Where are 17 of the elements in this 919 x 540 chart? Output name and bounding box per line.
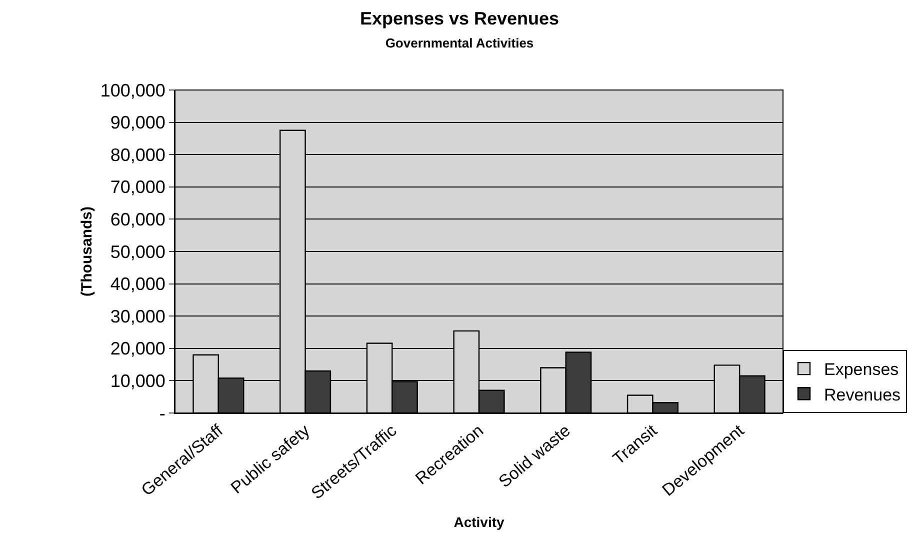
y-tick-label: 40,000 xyxy=(110,274,166,294)
y-tick-label: 20,000 xyxy=(110,338,166,359)
y-tick-label: 70,000 xyxy=(110,177,166,198)
y-tick-label: 10,000 xyxy=(110,371,166,391)
legend-label: Expenses xyxy=(824,360,899,380)
y-tick-label: - xyxy=(159,403,166,424)
y-tick-label: 90,000 xyxy=(110,112,166,133)
y-tick-label: 30,000 xyxy=(110,306,166,326)
y-axis-title: (Thousands) xyxy=(78,206,96,296)
y-tick-label: 80,000 xyxy=(110,144,166,165)
y-tick-label: 100,000 xyxy=(100,80,166,100)
y-tick-label: 60,000 xyxy=(110,210,166,230)
x-axis-title: Activity xyxy=(454,514,504,530)
y-tick-label: 50,000 xyxy=(110,242,166,262)
chart-subtitle: Governmental Activities xyxy=(385,36,534,51)
chart-title: Expenses vs Revenues xyxy=(360,8,560,28)
legend-label: Revenues xyxy=(824,385,901,404)
